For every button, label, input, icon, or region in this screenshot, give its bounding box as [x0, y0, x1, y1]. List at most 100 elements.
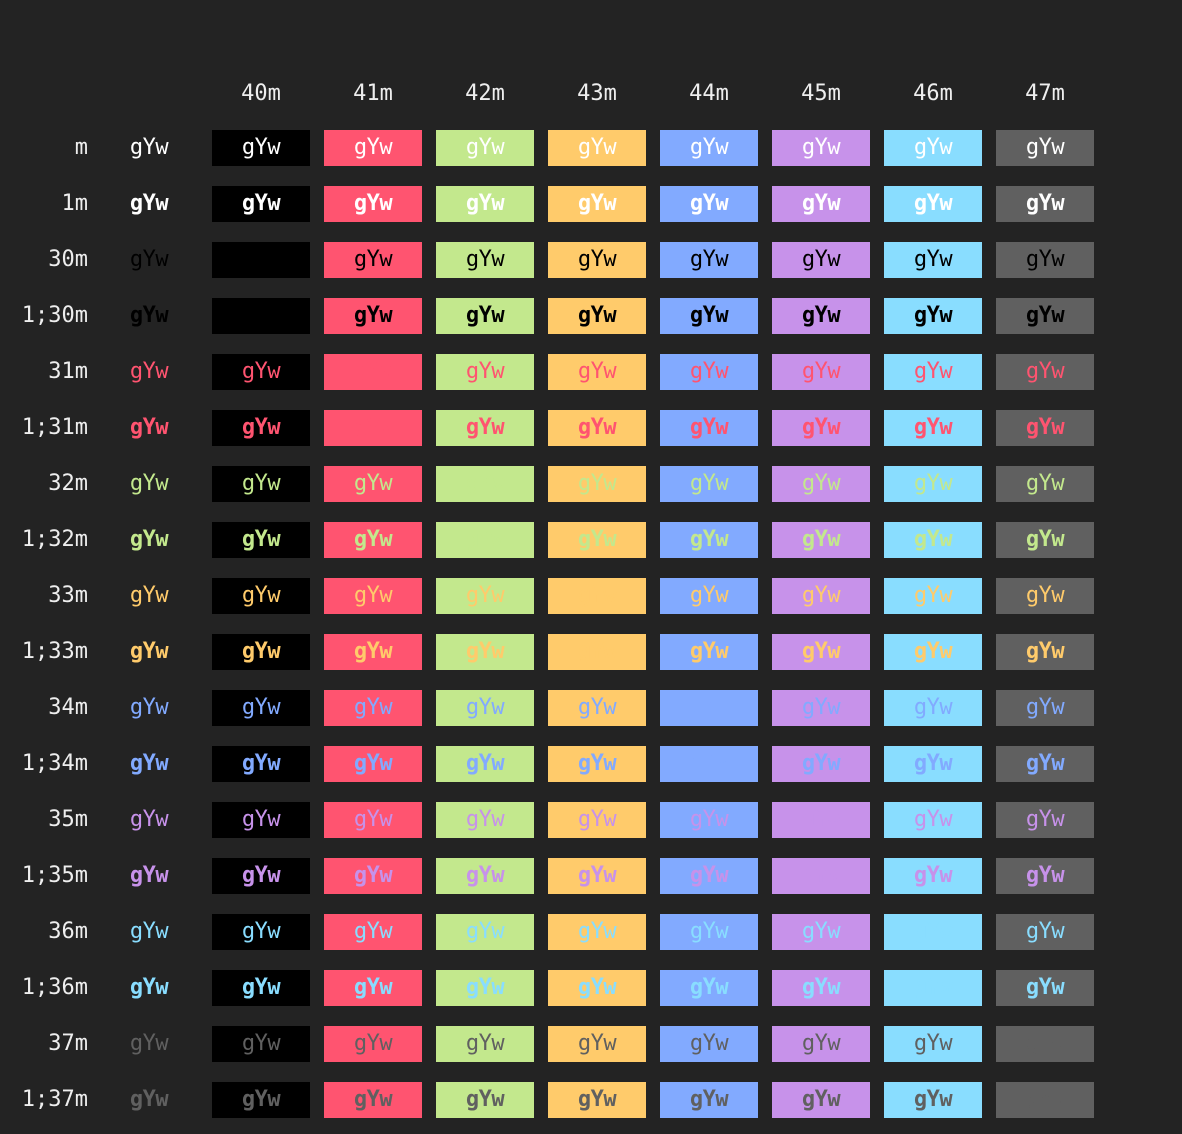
- color-sample-cell: gYw: [772, 298, 870, 334]
- color-sample-cell: gYw: [660, 1082, 758, 1118]
- color-sample-cell: gYw: [772, 690, 870, 726]
- color-sample-cell: gYw: [660, 354, 758, 390]
- row-label: 1;33m: [21, 639, 88, 664]
- color-sample-cell: gYw: [660, 970, 758, 1006]
- color-sample-cell: gYw: [772, 914, 870, 950]
- color-sample-cell: gYw: [212, 242, 310, 278]
- color-sample-cell: gYw: [884, 186, 982, 222]
- color-sample-cell: gYw: [548, 522, 646, 558]
- color-sample-cell: gYw: [884, 1026, 982, 1062]
- color-sample-cell: gYw: [212, 1082, 310, 1118]
- color-sample-cell: gYw: [129, 359, 169, 384]
- color-sample-cell: gYw: [129, 135, 169, 160]
- color-sample-cell: gYw: [884, 858, 982, 894]
- color-sample-cell: gYw: [548, 690, 646, 726]
- color-sample-cell: gYw: [324, 130, 422, 166]
- color-sample-cell: gYw: [884, 354, 982, 390]
- color-sample-cell: gYw: [772, 410, 870, 446]
- color-sample-cell: gYw: [129, 639, 169, 664]
- color-sample-cell: gYw: [996, 410, 1094, 446]
- color-sample-cell: gYw: [772, 522, 870, 558]
- color-sample-cell: gYw: [324, 242, 422, 278]
- color-sample-cell: gYw: [884, 522, 982, 558]
- color-sample-cell: gYw: [324, 690, 422, 726]
- color-sample-cell: gYw: [548, 410, 646, 446]
- color-sample-cell: gYw: [324, 746, 422, 782]
- color-sample-cell: gYw: [996, 634, 1094, 670]
- color-sample-cell: gYw: [996, 298, 1094, 334]
- column-header-47m: 47m: [1025, 81, 1065, 106]
- color-sample-cell: gYw: [212, 522, 310, 558]
- color-sample-cell: gYw: [884, 746, 982, 782]
- color-sample-cell: gYw: [660, 410, 758, 446]
- color-sample-cell: gYw: [212, 466, 310, 502]
- color-sample-cell: gYw: [129, 919, 169, 944]
- color-sample-cell: gYw: [436, 186, 534, 222]
- color-sample-cell: gYw: [129, 975, 169, 1000]
- color-sample-cell: gYw: [129, 807, 169, 832]
- color-sample-cell: gYw: [884, 914, 982, 950]
- column-header-40m: 40m: [241, 81, 281, 106]
- color-sample-cell: gYw: [324, 802, 422, 838]
- color-sample-cell: gYw: [996, 690, 1094, 726]
- color-sample-cell: gYw: [212, 1026, 310, 1062]
- color-sample-cell: gYw: [660, 802, 758, 838]
- color-sample-cell: gYw: [324, 970, 422, 1006]
- color-sample-cell: gYw: [884, 578, 982, 614]
- color-sample-cell: gYw: [548, 466, 646, 502]
- color-sample-cell: gYw: [996, 522, 1094, 558]
- color-sample-cell: gYw: [324, 634, 422, 670]
- color-sample-cell: gYw: [772, 858, 870, 894]
- color-sample-cell: gYw: [436, 802, 534, 838]
- color-sample-cell: gYw: [548, 186, 646, 222]
- color-sample-cell: gYw: [884, 634, 982, 670]
- color-sample-cell: gYw: [212, 858, 310, 894]
- color-sample-cell: gYw: [436, 242, 534, 278]
- row-label: 34m: [48, 695, 88, 720]
- row-label: 1m: [61, 191, 89, 216]
- color-sample-cell: gYw: [996, 130, 1094, 166]
- row-label: 31m: [48, 359, 88, 384]
- color-sample-cell: gYw: [660, 914, 758, 950]
- color-sample-cell: gYw: [884, 130, 982, 166]
- color-sample-cell: gYw: [660, 746, 758, 782]
- color-sample-cell: gYw: [772, 578, 870, 614]
- color-sample-cell: gYw: [660, 186, 758, 222]
- color-sample-cell: gYw: [436, 858, 534, 894]
- column-header-43m: 43m: [577, 81, 617, 106]
- color-sample-cell: gYw: [548, 746, 646, 782]
- color-sample-cell: gYw: [436, 410, 534, 446]
- row-label: 1;34m: [21, 751, 88, 776]
- color-sample-cell: gYw: [548, 578, 646, 614]
- color-sample-cell: gYw: [129, 415, 169, 440]
- row-label: 32m: [48, 471, 88, 496]
- color-sample-cell: gYw: [212, 970, 310, 1006]
- color-sample-cell: gYw: [212, 578, 310, 614]
- color-sample-cell: gYw: [660, 522, 758, 558]
- color-sample-cell: gYw: [996, 914, 1094, 950]
- color-sample-cell: gYw: [212, 690, 310, 726]
- color-sample-cell: gYw: [324, 1082, 422, 1118]
- color-sample-cell: gYw: [129, 695, 169, 720]
- color-sample-cell: gYw: [436, 690, 534, 726]
- color-sample-cell: gYw: [660, 634, 758, 670]
- color-sample-cell: gYw: [996, 1082, 1094, 1118]
- color-sample-cell: gYw: [436, 746, 534, 782]
- color-sample-cell: gYw: [212, 298, 310, 334]
- column-header-41m: 41m: [353, 81, 393, 106]
- color-sample-cell: gYw: [436, 130, 534, 166]
- color-sample-cell: gYw: [772, 746, 870, 782]
- color-sample-cell: gYw: [212, 802, 310, 838]
- row-label: 1;31m: [21, 415, 88, 440]
- color-sample-cell: gYw: [436, 1026, 534, 1062]
- color-sample-cell: gYw: [996, 970, 1094, 1006]
- row-label: 1;37m: [21, 1087, 88, 1112]
- color-sample-cell: gYw: [548, 634, 646, 670]
- color-sample-cell: gYw: [324, 522, 422, 558]
- row-label: 37m: [48, 1031, 88, 1056]
- row-label: 1;36m: [21, 975, 88, 1000]
- color-sample-cell: gYw: [772, 130, 870, 166]
- color-sample-cell: gYw: [772, 1026, 870, 1062]
- color-sample-cell: gYw: [436, 578, 534, 614]
